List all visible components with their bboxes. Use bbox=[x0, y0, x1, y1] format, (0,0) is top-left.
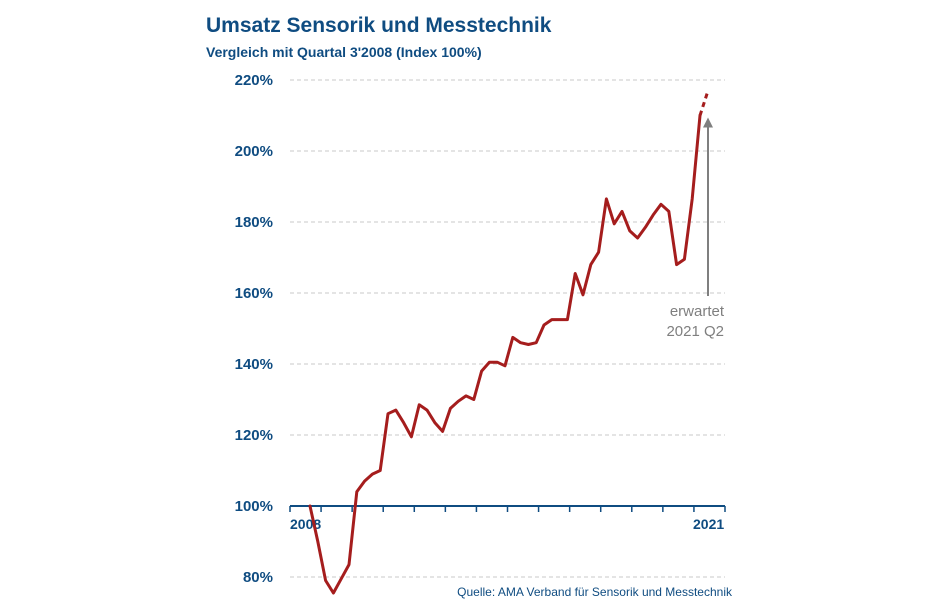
y-axis-ticks: 80% 100% 120% 140% 160% 180% 200% 220% bbox=[235, 72, 273, 586]
y-tick-label: 200% bbox=[235, 143, 273, 160]
chart-title: Umsatz Sensorik und Messtechnik bbox=[206, 14, 552, 37]
y-tick-label: 120% bbox=[235, 427, 273, 444]
arrowhead-icon bbox=[703, 117, 713, 128]
y-tick-label: 100% bbox=[235, 498, 273, 515]
gridlines bbox=[290, 79, 725, 578]
source-note: Quelle: AMA Verband für Sensorik und Mes… bbox=[457, 585, 733, 599]
y-tick-label: 80% bbox=[243, 569, 273, 586]
y-tick-label: 220% bbox=[235, 72, 273, 89]
chart-subtitle: Vergleich mit Quartal 3'2008 (Index 100%… bbox=[206, 44, 482, 60]
y-tick-label: 140% bbox=[235, 356, 273, 373]
forecast-annotation-line2: 2021 Q2 bbox=[666, 323, 724, 340]
x-axis-ticks bbox=[289, 506, 726, 512]
series-line bbox=[308, 114, 702, 595]
x-tick-label-end: 2021 bbox=[693, 516, 724, 532]
y-tick-label: 160% bbox=[235, 285, 273, 302]
y-tick-label: 180% bbox=[235, 214, 273, 231]
forecast-annotation-line1: erwartet bbox=[670, 303, 725, 320]
forecast-line bbox=[698, 90, 710, 116]
